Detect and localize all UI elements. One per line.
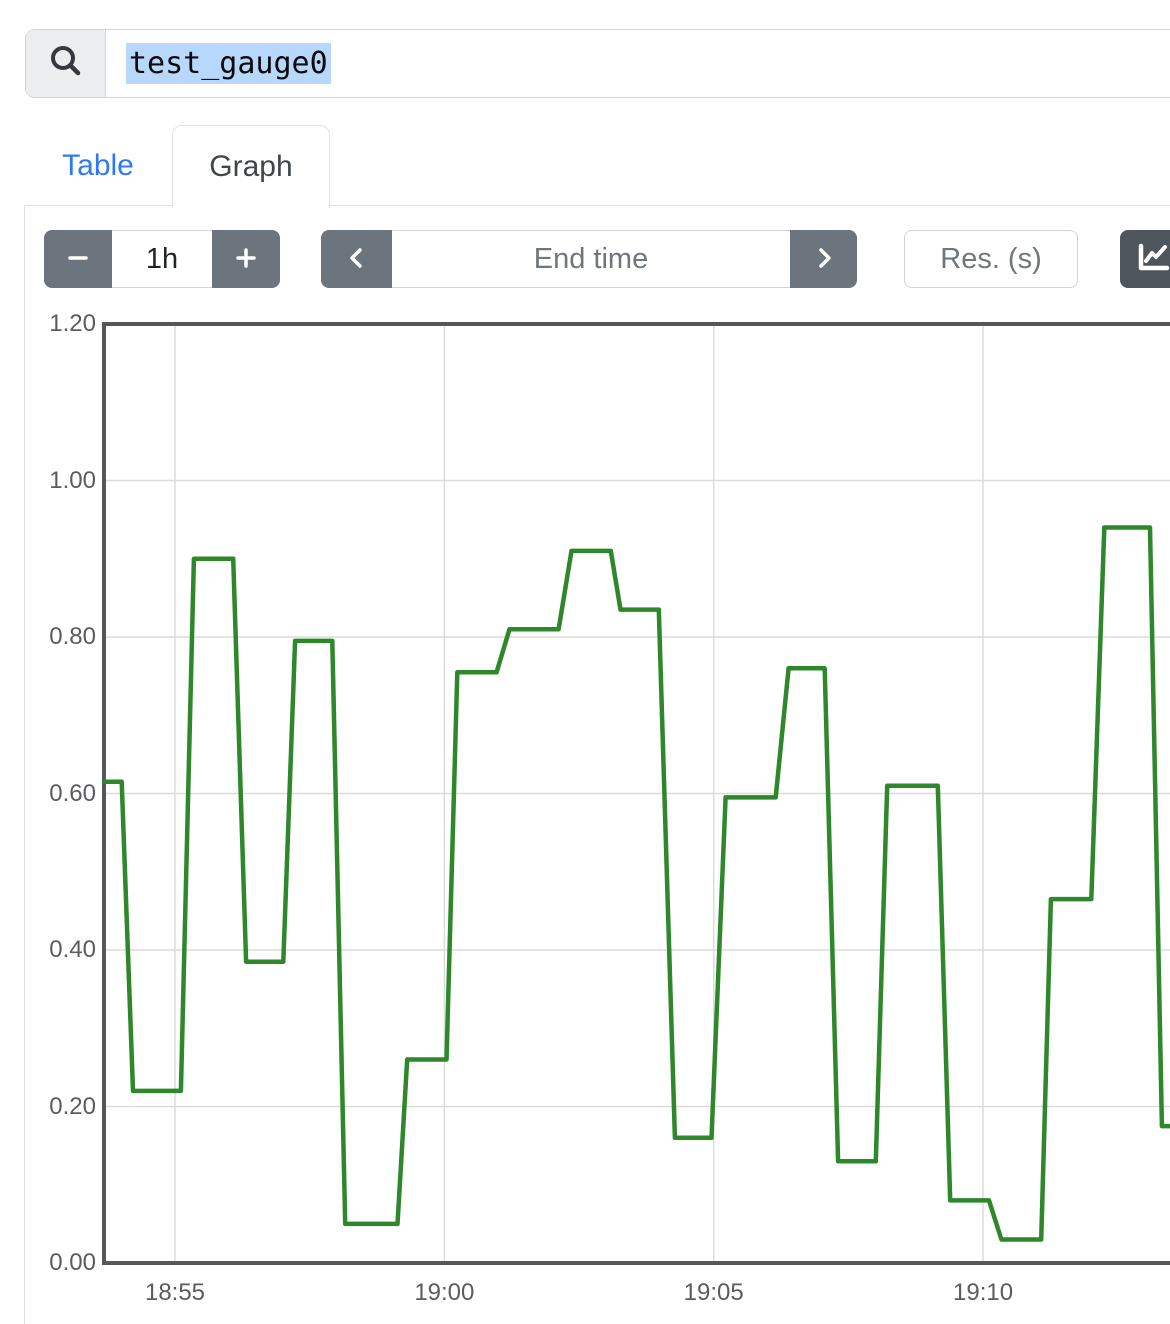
expression-search-bar: test_gauge0: [25, 29, 1170, 98]
y-axis-tick-label: 1.00: [49, 466, 96, 494]
graph-panel: [24, 205, 1170, 1324]
x-axis-tick-label: 19:00: [414, 1279, 475, 1306]
y-axis-tick-label: 0.60: [49, 779, 96, 807]
end-time-input[interactable]: [392, 230, 790, 288]
x-axis-tick-label: 19:10: [953, 1279, 1014, 1306]
y-axis-tick-label: 0.00: [49, 1249, 96, 1276]
plus-icon: [231, 243, 261, 276]
y-axis-tick-label: 0.40: [49, 936, 96, 963]
resolution-input[interactable]: [904, 230, 1078, 288]
chart-line-icon: [1134, 239, 1170, 280]
range-stepper: 1h: [44, 230, 280, 288]
graph-plot-area[interactable]: [102, 322, 1170, 1266]
expression-input[interactable]: test_gauge0: [106, 30, 1170, 97]
y-axis-tick-label: 1.20: [49, 310, 96, 337]
end-time-forward-button[interactable]: [790, 230, 857, 288]
tab-graph[interactable]: Graph: [172, 125, 330, 208]
x-axis-tick-label: 19:05: [683, 1279, 744, 1306]
search-icon-box: [26, 30, 106, 97]
increase-range-button[interactable]: [212, 230, 280, 288]
expression-selected-text: test_gauge0: [126, 43, 331, 84]
x-axis-tick-label: 18:55: [144, 1279, 206, 1306]
decrease-range-button[interactable]: [44, 230, 112, 288]
axis-border: [102, 322, 1170, 1265]
end-time-group: [321, 230, 857, 288]
search-icon: [47, 42, 85, 85]
tab-table[interactable]: Table: [62, 148, 134, 182]
chevron-right-icon: [809, 243, 839, 276]
end-time-back-button[interactable]: [321, 230, 392, 288]
chevron-left-icon: [342, 243, 372, 276]
y-axis-tick-label: 0.80: [49, 623, 96, 650]
minus-icon: [63, 243, 93, 276]
y-axis-tick-label: 0.20: [49, 1092, 96, 1120]
series-line: [102, 525, 1170, 1242]
graph-mode-button[interactable]: [1120, 230, 1170, 288]
range-input[interactable]: 1h: [112, 230, 212, 288]
